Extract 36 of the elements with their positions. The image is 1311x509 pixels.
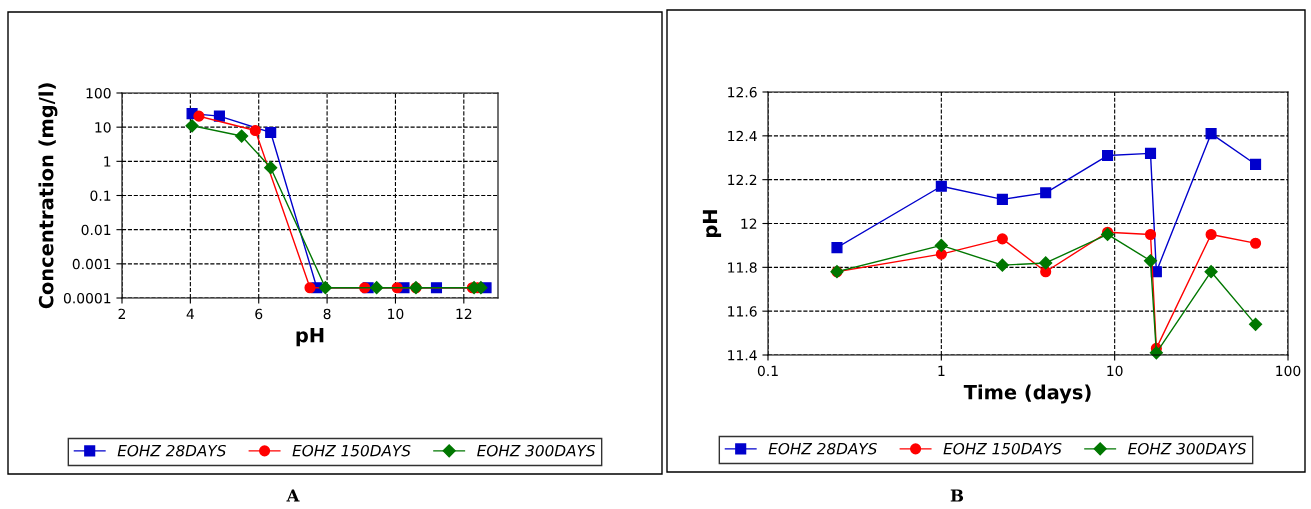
legend-label: EOHZ 28DAYS bbox=[117, 444, 226, 457]
legend-label: EOHZ 28DAYS bbox=[768, 442, 877, 455]
y-tick-label: 12 bbox=[741, 218, 757, 229]
y-tick-label: 12.6 bbox=[728, 86, 757, 98]
y-axis-title: Concentration (mg/l) bbox=[38, 83, 58, 309]
y-axis-title: pH bbox=[702, 210, 722, 237]
y-tick-label: 0.0001 bbox=[63, 292, 111, 304]
x-tick-label: 8 bbox=[323, 308, 331, 320]
y-tick-label: 11.8 bbox=[728, 262, 757, 273]
text: A bbox=[286, 489, 300, 502]
y-tick-label: 12.4 bbox=[728, 130, 757, 142]
y-tick-label: 11.4 bbox=[728, 350, 757, 361]
x-tick-label: 6 bbox=[255, 308, 263, 320]
legend-label: EOHZ 300DAYS bbox=[1128, 442, 1247, 455]
x-tick-label: 0.1 bbox=[757, 365, 778, 377]
x-tick-label: 2 bbox=[118, 308, 126, 319]
y-tick-label: 11.6 bbox=[728, 306, 757, 317]
y-tick-label: 100 bbox=[86, 87, 111, 99]
y-tick-label: 0.1 bbox=[90, 190, 111, 201]
x-tick-label: 12 bbox=[456, 308, 472, 319]
y-tick-label: 0.01 bbox=[81, 224, 111, 236]
x-tick-label: 100 bbox=[1276, 365, 1301, 377]
x-tick-label: 10 bbox=[388, 308, 404, 320]
x-axis-title: Time (days) bbox=[963, 384, 1091, 404]
x-axis-title: pH bbox=[296, 328, 324, 347]
text: B bbox=[950, 489, 964, 502]
y-tick-label: 12.2 bbox=[728, 174, 757, 185]
x-tick-label: 1 bbox=[938, 365, 945, 376]
y-tick-label: 10 bbox=[95, 122, 111, 133]
y-tick-label: 1 bbox=[104, 156, 111, 167]
x-tick-label: 4 bbox=[186, 308, 194, 319]
y-tick-label: 0.001 bbox=[72, 258, 111, 270]
legend-label: EOHZ 300DAYS bbox=[477, 444, 596, 457]
legend-label: EOHZ 150DAYS bbox=[943, 442, 1062, 455]
x-tick-label: 10 bbox=[1107, 365, 1123, 377]
legend-label: EOHZ 150DAYS bbox=[292, 444, 411, 457]
